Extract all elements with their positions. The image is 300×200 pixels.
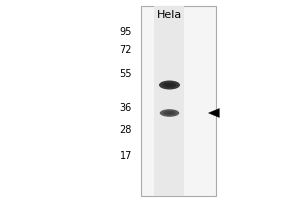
Bar (154, 6, 184, 196)
Ellipse shape (166, 112, 173, 114)
Ellipse shape (159, 81, 180, 90)
Text: Hela: Hela (157, 10, 182, 20)
Text: 55: 55 (119, 69, 132, 79)
Text: 28: 28 (120, 125, 132, 135)
Text: 17: 17 (120, 151, 132, 161)
Text: 72: 72 (119, 45, 132, 55)
Text: 95: 95 (120, 27, 132, 37)
Text: 36: 36 (120, 103, 132, 113)
Ellipse shape (163, 111, 176, 115)
Ellipse shape (160, 109, 179, 117)
Ellipse shape (166, 83, 173, 87)
Ellipse shape (163, 82, 176, 88)
Polygon shape (208, 108, 219, 117)
Bar (141, 6, 216, 196)
